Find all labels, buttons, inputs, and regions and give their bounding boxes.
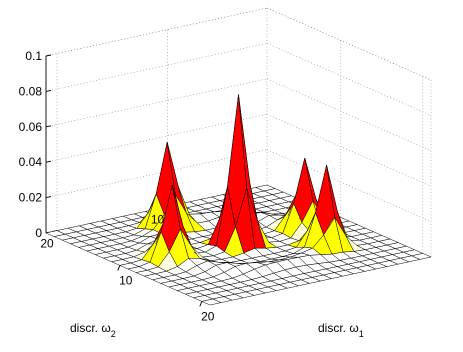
- z-gridline: [266, 113, 432, 187]
- z-gridline: [266, 78, 432, 152]
- z-gridline: [45, 7, 268, 57]
- z-tick-mark: [45, 160, 52, 163]
- z-tick-label: 0.04: [19, 155, 43, 169]
- z-tick-mark: [45, 196, 52, 199]
- z-tick-label: 0.02: [19, 191, 43, 205]
- surface-patch: [411, 253, 432, 260]
- y-tick-label: 20: [40, 237, 54, 251]
- axis-labels: discr. ω1 discr. ω2 0 0.02 0.04 0.06 0.08 0.1…: [19, 49, 364, 339]
- z-tick-label: 0: [35, 226, 42, 240]
- z-tick-label: 0.06: [19, 120, 43, 134]
- y-axis-title: discr. ω2: [70, 321, 116, 339]
- z-gridline: [45, 43, 268, 92]
- z-tick-label: 0.1: [25, 49, 42, 63]
- x-tick-mark: [199, 301, 203, 307]
- background-grid: [45, 7, 432, 258]
- z-tick-mark: [45, 125, 52, 128]
- z-tick-label: 0.08: [19, 84, 43, 98]
- x-tick-label: 10: [119, 273, 133, 287]
- surface-mesh: [45, 94, 432, 306]
- z-gridline: [266, 7, 432, 81]
- z-tick-mark: [45, 89, 52, 92]
- z-gridline: [266, 43, 432, 116]
- x-axis-title: discr. ω1: [318, 321, 364, 339]
- z-gridline: [45, 78, 268, 128]
- x-tick-label: 20: [201, 309, 215, 323]
- z-tick-mark: [45, 54, 52, 57]
- box-edge-top: [266, 7, 432, 81]
- x-tick-mark: [117, 265, 121, 271]
- y-tick-label: 10: [151, 213, 165, 227]
